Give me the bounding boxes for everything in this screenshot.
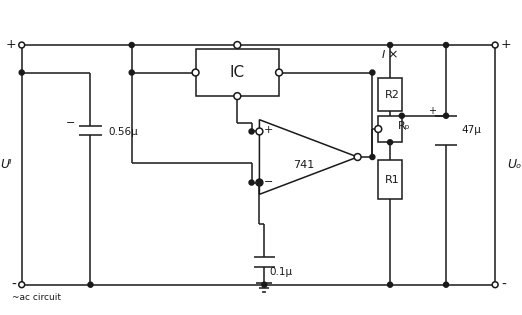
Text: ~ac circuit: ~ac circuit (12, 293, 61, 302)
Circle shape (388, 282, 393, 287)
Circle shape (129, 70, 134, 75)
Circle shape (88, 282, 93, 287)
Circle shape (388, 43, 393, 48)
Circle shape (256, 179, 263, 186)
Bar (378, 116, 402, 142)
Text: Uₒ: Uₒ (507, 158, 521, 171)
Circle shape (256, 128, 263, 135)
Circle shape (444, 43, 448, 48)
Circle shape (354, 154, 361, 160)
Text: +: + (5, 37, 16, 50)
Circle shape (388, 140, 393, 145)
Circle shape (370, 70, 375, 75)
Circle shape (276, 69, 282, 76)
Text: IC: IC (230, 65, 245, 80)
Circle shape (444, 113, 448, 118)
Circle shape (444, 282, 448, 287)
Text: R2: R2 (385, 90, 399, 100)
Text: R1: R1 (385, 175, 399, 185)
Circle shape (192, 69, 199, 76)
Text: -: - (11, 278, 16, 292)
Circle shape (492, 42, 498, 48)
Text: ×: × (388, 49, 398, 61)
Text: -: - (501, 278, 506, 292)
Circle shape (234, 93, 241, 100)
Text: 741: 741 (293, 160, 314, 170)
Circle shape (375, 126, 382, 132)
Circle shape (492, 282, 498, 288)
Text: −: − (65, 117, 75, 128)
Text: 47μ: 47μ (462, 125, 482, 135)
Circle shape (262, 282, 267, 287)
Circle shape (257, 180, 262, 185)
Text: +: + (428, 106, 436, 116)
Text: +: + (264, 125, 273, 135)
Text: +: + (501, 37, 512, 50)
Circle shape (370, 155, 375, 159)
Text: Rₚ: Rₚ (398, 121, 410, 131)
Circle shape (234, 42, 241, 49)
Circle shape (19, 42, 25, 48)
Circle shape (19, 70, 24, 75)
Circle shape (399, 113, 405, 118)
Bar (196, 49, 279, 96)
Text: 0.56μ: 0.56μ (108, 128, 138, 137)
Bar (378, 160, 402, 199)
Circle shape (129, 43, 134, 48)
Text: 0.1μ: 0.1μ (269, 267, 292, 277)
Text: I: I (382, 50, 385, 60)
Circle shape (249, 129, 254, 134)
Bar (378, 78, 402, 111)
Text: −: − (264, 177, 273, 186)
Text: Uᴵ: Uᴵ (1, 158, 12, 171)
Circle shape (19, 282, 25, 288)
Circle shape (249, 180, 254, 185)
